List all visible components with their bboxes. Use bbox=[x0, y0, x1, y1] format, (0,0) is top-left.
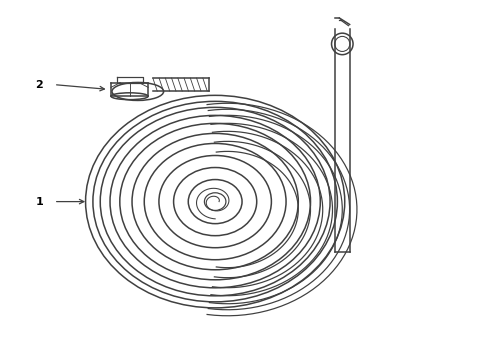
Text: 2: 2 bbox=[35, 80, 43, 90]
Text: 1: 1 bbox=[35, 197, 43, 207]
